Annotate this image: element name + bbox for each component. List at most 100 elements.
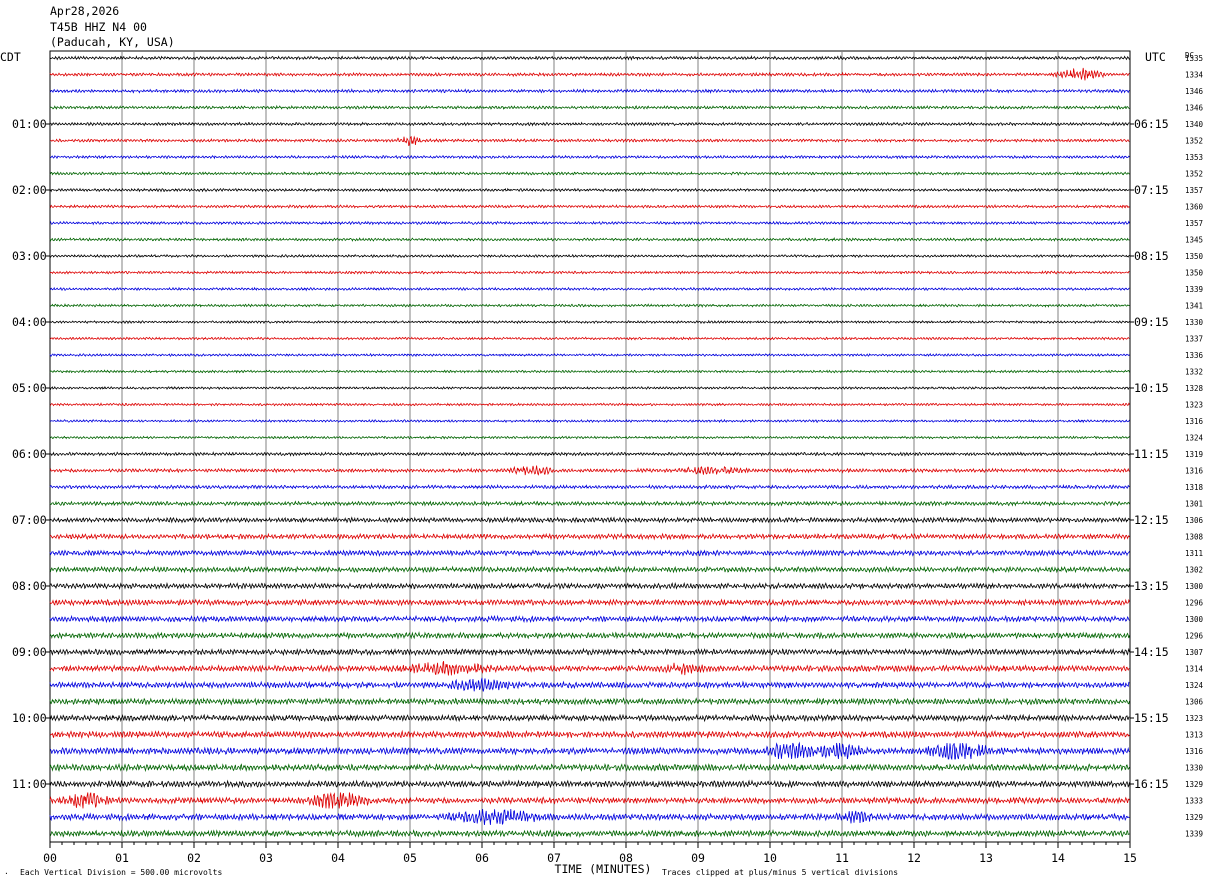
dc-offset-label: 1296 (1185, 599, 1204, 608)
station-channel: T45B HHZ N4 00 (50, 20, 147, 34)
dc-offset-label: 1307 (1185, 648, 1203, 657)
cdt-hour-label: 09:00 (12, 645, 47, 659)
trace-line-27 (49, 500, 1130, 507)
trace-line-36 (49, 647, 1130, 657)
dc-offset-label: 1316 (1185, 417, 1204, 426)
trace-line-32 (49, 581, 1130, 591)
trace-line-38 (49, 677, 1130, 692)
cdt-hour-labels: 01:00 02:00 03:00 04:00 05:00 06:00 07:00 08:00… (12, 117, 50, 791)
dc-offset-label: 1306 (1185, 698, 1204, 707)
utc-hour-label: 12:15 (1134, 513, 1169, 527)
trace-line-45 (49, 792, 1130, 809)
dc-offset-label: 1300 (1185, 615, 1204, 624)
dc-offset-label: 1316 (1185, 467, 1204, 476)
trace-line-24 (49, 451, 1130, 457)
seismic-traces (49, 54, 1130, 838)
x-tick-label: 10 (763, 851, 777, 865)
trace-line-14 (49, 286, 1130, 292)
trace-line-37 (49, 660, 1130, 676)
cdt-hour-label: 11:00 (12, 777, 47, 791)
trace-line-22 (49, 418, 1130, 424)
trace-line-47 (49, 829, 1130, 838)
x-tick-label: 04 (331, 851, 345, 865)
dc-offset-label: 1341 (1185, 302, 1203, 311)
trace-line-46 (49, 808, 1130, 826)
dc-offset-label: 1346 (1185, 104, 1204, 113)
x-tick-label: 01 (115, 851, 129, 865)
dc-offset-label: 1324 (1185, 434, 1204, 443)
dc-offset-label: 1336 (1185, 351, 1204, 360)
trace-line-12 (49, 253, 1130, 259)
trace-line-40 (49, 713, 1130, 723)
trace-line-44 (49, 779, 1130, 789)
cdt-hour-label: 02:00 (12, 183, 47, 197)
x-tick-label: 12 (907, 851, 921, 865)
x-tick-label: 14 (1051, 851, 1065, 865)
trace-line-30 (49, 549, 1130, 557)
x-tick-label: 09 (691, 851, 705, 865)
utc-hour-labels: 06:15 07:15 08:15 09:15 10:15 11:15 12:15 13:15… (1130, 117, 1169, 791)
vertical-scale-note: Each Vertical Division = 500.00 microvol… (20, 868, 222, 877)
x-tick-label: 05 (403, 851, 417, 865)
trace-line-26 (49, 483, 1130, 491)
dc-offset-label: 1345 (1185, 236, 1203, 245)
dc-offset-label: 1332 (1185, 368, 1203, 377)
utc-hour-label: 14:15 (1134, 645, 1169, 659)
trace-line-13 (49, 270, 1130, 275)
dc-offset-label: 1360 (1185, 203, 1204, 212)
x-tick-label: 08 (619, 851, 633, 865)
trace-line-25 (49, 465, 1130, 476)
trace-line-21 (49, 402, 1130, 407)
x-axis-title: TIME (MINUTES) (555, 862, 652, 876)
trace-line-10 (49, 220, 1130, 226)
trace-line-35 (49, 631, 1130, 640)
dc-offset-label: 1306 (1185, 516, 1204, 525)
dc-offset-label: 1316 (1185, 747, 1204, 756)
dc-offset-label: 1323 (1185, 714, 1203, 723)
trace-line-4 (49, 121, 1130, 127)
trace-line-34 (49, 614, 1130, 624)
dc-offset-label: 1353 (1185, 153, 1203, 162)
dc-offset-label: 1308 (1185, 533, 1204, 542)
dc-offset-label: 1330 (1185, 318, 1204, 327)
trace-line-39 (49, 697, 1130, 706)
x-tick-label: 00 (43, 851, 57, 865)
dc-offset-label: 1339 (1185, 830, 1203, 839)
dc-offset-label: 1350 (1185, 269, 1204, 278)
dc-offset-label: 1337 (1185, 335, 1203, 344)
trace-line-5 (49, 135, 1130, 147)
x-tick-label: 06 (475, 851, 489, 865)
trace-line-16 (49, 319, 1130, 325)
utc-hour-label: 15:15 (1134, 711, 1169, 725)
utc-hour-label: 16:15 (1134, 777, 1169, 791)
dc-offset-label: 1340 (1185, 120, 1204, 129)
dc-offset-label: 1319 (1185, 450, 1203, 459)
station-location: (Paducah, KY, USA) (50, 35, 175, 49)
corner-mark: · (4, 869, 9, 878)
cdt-hour-label: 10:00 (12, 711, 47, 725)
dc-offset-label: 1301 (1185, 500, 1203, 509)
trace-line-6 (50, 154, 1130, 160)
record-date: Apr28,2026 (50, 4, 119, 18)
trace-line-28 (49, 516, 1130, 524)
x-axis: 00 01 02 03 04 05 06 07 08 09 10 11 12 13 14 15 (43, 842, 1137, 865)
utc-hour-label: 11:15 (1134, 447, 1169, 461)
dc-offset-title: DC (1185, 51, 1194, 60)
dc-offset-label: 1352 (1185, 137, 1203, 146)
clipping-note: Traces clipped at plus/minus 5 vertical … (662, 868, 898, 877)
utc-hour-label: 06:15 (1134, 117, 1169, 131)
dc-offset-label: 1324 (1185, 681, 1204, 690)
trace-line-20 (49, 385, 1130, 391)
plot-frame (49, 50, 1131, 843)
dc-offset-label: 1350 (1185, 252, 1204, 261)
x-tick-label: 07 (547, 851, 561, 865)
cdt-hour-label: 07:00 (12, 513, 47, 527)
cdt-hour-label: 04:00 (12, 315, 47, 329)
dc-offset-label: 1352 (1185, 170, 1203, 179)
dc-offset-label: 1323 (1185, 401, 1203, 410)
cdt-hour-label: 03:00 (12, 249, 47, 263)
dc-offset-label: 1311 (1185, 549, 1203, 558)
cdt-hour-label: 01:00 (12, 117, 47, 131)
utc-hour-label: 09:15 (1134, 315, 1169, 329)
